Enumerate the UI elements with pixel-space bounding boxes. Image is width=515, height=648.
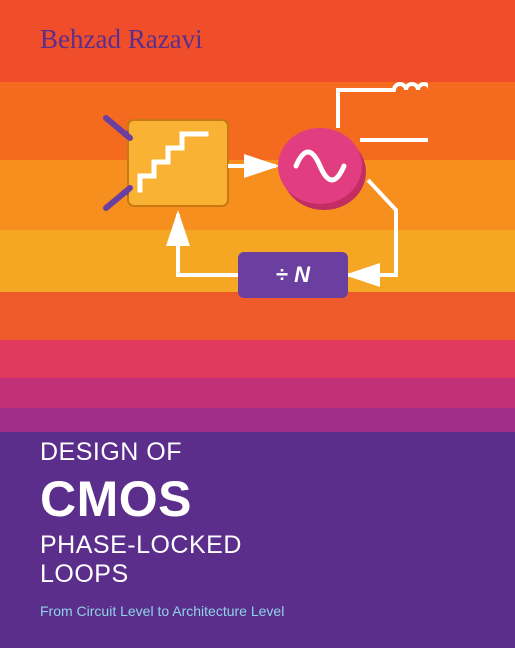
svg-text:÷ N: ÷ N [275, 262, 310, 287]
stripe-5 [0, 340, 515, 378]
oscillator-block [278, 128, 366, 210]
stripe-6 [0, 378, 515, 408]
title-line-3: PHASE-LOCKED [40, 531, 475, 560]
title-line-1: DESIGN OF [40, 438, 475, 467]
subtitle: From Circuit Level to Architecture Level [40, 603, 475, 619]
book-cover: Behzad Razavi [0, 0, 515, 648]
title-line-4: LOOPS [40, 560, 475, 589]
divider-n: N [294, 262, 311, 287]
author-name: Behzad Razavi [40, 24, 203, 55]
title-block: DESIGN OF CMOS PHASE-LOCKED LOOPS From C… [40, 438, 475, 619]
dac-block [106, 118, 228, 208]
pll-diagram-svg: ÷ N [88, 80, 428, 340]
inductor-icon [338, 84, 428, 140]
title-line-2: CMOS [40, 470, 475, 528]
divider-block: ÷ N [238, 252, 348, 298]
pll-diagram: ÷ N [88, 80, 428, 340]
divider-prefix: ÷ [275, 262, 287, 287]
arrow-div-dac [178, 214, 238, 275]
stripe-7 [0, 408, 515, 432]
